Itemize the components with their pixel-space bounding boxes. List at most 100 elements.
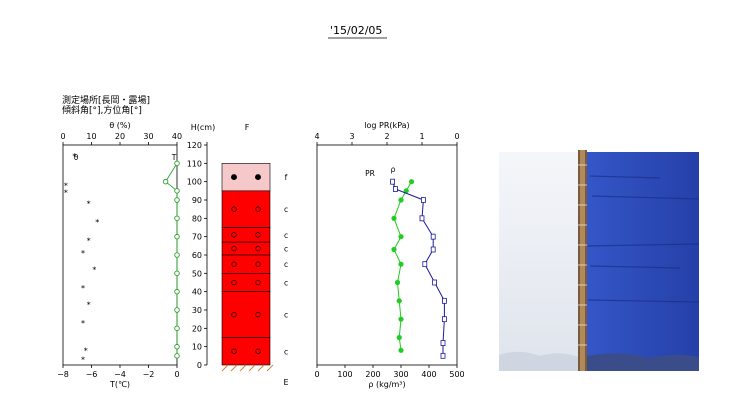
density-tick-label: 500 [449, 370, 464, 379]
temperature-point [174, 307, 180, 313]
grain-symbol [231, 261, 237, 267]
height-tick-label: 100 [187, 178, 202, 187]
temperature-tick-label: −4 [114, 370, 126, 379]
density-tick-label: 0 [314, 370, 319, 379]
height-tick-label: 60 [192, 251, 202, 260]
theta-point: * [87, 301, 91, 310]
grain-symbol [231, 206, 237, 212]
pr-point [391, 246, 397, 253]
ground-hatch [230, 364, 238, 372]
theta-point: * [72, 152, 76, 161]
height-tick-label: 50 [192, 269, 202, 278]
density-tick-label: 400 [421, 370, 436, 379]
density-point [419, 215, 425, 222]
theta-series-label: θ [74, 153, 79, 162]
grain-symbol [231, 245, 237, 252]
pr-tick-label: 4 [314, 132, 319, 141]
pr-point [396, 298, 402, 304]
height-tick-label: 10 [192, 343, 202, 352]
temperature-point [174, 188, 180, 194]
layer-code: c [284, 205, 288, 214]
density-axis-label: ρ (kg/m³) [368, 380, 405, 389]
temperature-point [162, 178, 169, 185]
density-tick-label: 300 [393, 370, 408, 379]
height-tick-label: 110 [187, 159, 202, 168]
density-tick-label: 200 [365, 370, 380, 379]
snow-layer [221, 241, 271, 256]
snow-layer [221, 254, 271, 274]
theta-point: * [81, 284, 85, 293]
pr-point [403, 188, 409, 194]
snow-layer [221, 190, 271, 228]
layer-code: c [284, 347, 288, 356]
pr-tick-label: 0 [454, 132, 459, 141]
grain-symbol [231, 279, 237, 286]
theta-point: * [64, 189, 68, 198]
layer-code: c [284, 245, 288, 254]
theta-tick-label: 40 [172, 132, 182, 141]
theta-point: * [95, 218, 99, 227]
temperature-tick-label: −8 [57, 370, 69, 379]
density-point [441, 316, 447, 323]
layer-code: c [284, 311, 288, 320]
theta-tick-label: 30 [143, 132, 153, 141]
theta-point: * [81, 319, 85, 328]
pr-point [398, 316, 404, 322]
snow-layer [221, 337, 271, 366]
grain-symbol [255, 174, 261, 181]
temperature-point [174, 233, 180, 240]
height-tick-label: 70 [192, 233, 202, 242]
pr-point [396, 334, 402, 341]
temperature-point [174, 288, 180, 295]
grain-symbol [255, 311, 261, 318]
temperature-panel: 0 10 20 30 40θ (%)−8 −6 −4 −2 0T(℃)θ T***********… [57, 121, 182, 389]
density-point [392, 186, 398, 192]
theta-point: * [64, 181, 68, 190]
density-point [430, 246, 436, 253]
height-tick-label: 20 [192, 324, 202, 333]
height-tick-label: 90 [192, 196, 202, 205]
pr-point [398, 261, 404, 267]
pr-tick-label: 2 [384, 132, 389, 141]
temperature-series-label: T [171, 153, 177, 162]
snow-layer [221, 273, 271, 292]
ground-hatch [266, 364, 274, 372]
density-series-label: ρ [391, 165, 396, 174]
grain-symbol [255, 279, 261, 286]
grain-symbol [255, 245, 261, 252]
pr-point [391, 215, 397, 221]
height-axis-label: H(cm) [191, 123, 215, 132]
bottom-label: E [283, 378, 288, 387]
hardness-density-panel: 0 1 2 3 4 log PR(kPa) 0 100 200 300 400 500 ρ (kg/m³… [314, 121, 464, 389]
temperature-point [174, 197, 180, 203]
pr-axis-label: log PR(kPa) [364, 121, 409, 130]
grain-symbol [255, 232, 261, 238]
density-point [440, 340, 446, 346]
density-point [390, 178, 396, 185]
grain-symbol [231, 174, 237, 181]
ground-hatch [221, 364, 229, 372]
height-tick-label: 120 [187, 141, 202, 150]
temperature-tick-label: 0 [174, 370, 179, 379]
theta-tick-label: 20 [115, 132, 125, 141]
hardness-plot-frame [316, 144, 458, 366]
temperature-point [174, 215, 180, 222]
density-point [432, 279, 438, 286]
snow-pit-photo [499, 150, 700, 371]
density-point [420, 197, 426, 203]
pr-tick-label: 3 [349, 132, 354, 141]
pr-point [398, 347, 404, 353]
site-label: 測定場所[長岡・露場] [62, 94, 150, 106]
grain-symbol [231, 348, 237, 354]
theta-tick-label: 10 [86, 132, 96, 141]
density-point [440, 352, 446, 359]
theta-tick-label: 0 [60, 132, 65, 141]
height-tick-label: 30 [192, 306, 202, 315]
temperature-point [174, 160, 180, 167]
temperature-point [174, 343, 180, 350]
height-tick-label: 40 [192, 288, 202, 297]
temperature-point [174, 353, 180, 359]
layer-code: c [284, 279, 288, 288]
